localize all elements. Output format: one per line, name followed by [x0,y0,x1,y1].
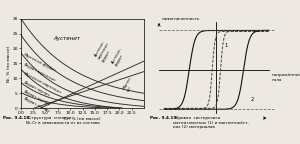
Y-axis label: Ni, % (по массе): Ni, % (по массе) [7,45,11,82]
Text: Рис. 9.4.18.: Рис. 9.4.18. [3,116,31,120]
Text: Мартен-
сит: Мартен- сит [122,75,137,92]
Text: Мартенсит-феррит: Мартенсит-феррит [22,52,57,73]
X-axis label: Cr, % (по массе): Cr, % (по массе) [64,117,101,121]
Text: Аустенит-
мартенсит
феррит: Аустенит- мартенсит феррит [94,39,115,63]
Text: Мартенсит-мартенсит: Мартенсит-мартенсит [22,72,62,95]
Text: Феррит-мартенсит: Феррит-мартенсит [22,62,56,83]
Text: 2: 2 [250,97,254,102]
Text: Феррит-перлит: Феррит-перлит [22,96,50,113]
Text: намагниченность: намагниченность [162,17,200,21]
Text: Аустенит: Аустенит [53,36,80,41]
Text: Феррит-перлит: Феррит-перлит [22,81,50,98]
Text: напряжённость
поля: напряжённость поля [271,73,300,82]
Text: 1: 1 [224,43,228,48]
Text: Аустенит-
феррит: Аустенит- феррит [111,47,127,67]
Text: Рис. 9.4.19.: Рис. 9.4.19. [150,116,178,120]
Text: Кривая  гистерезиса
магнитомягких (1) и магнитожёст-
ких (2) материалов: Кривая гистерезиса магнитомягких (1) и м… [173,116,249,129]
Text: Феррит-перлит: Феррит-перлит [22,89,50,106]
Text: Структура  сплавов
Ni–Cr в зависимости от их состава: Структура сплавов Ni–Cr в зависимости от… [26,116,99,125]
